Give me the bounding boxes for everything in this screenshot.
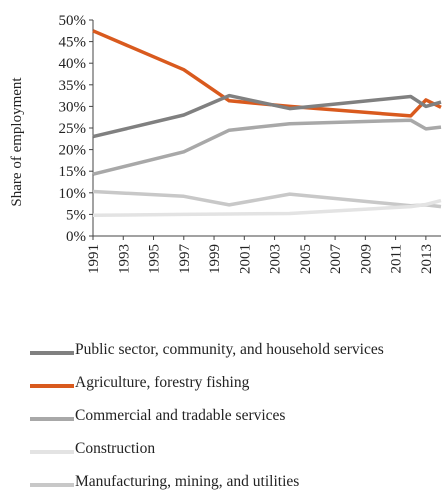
legend-label: Commercial and tradable services (75, 407, 286, 424)
series-layer (92, 29, 442, 218)
x-tick-label: 2007 (328, 244, 344, 275)
y-tick-label: 0% (66, 229, 86, 245)
series-line (92, 93, 442, 139)
x-tick-label: 1991 (86, 244, 102, 274)
legend-label: Public sector, community, and household … (75, 341, 384, 358)
x-tick-label: 1997 (177, 244, 193, 275)
y-tick-label: 5% (66, 207, 86, 223)
x-tick-label: 2003 (268, 244, 284, 274)
y-tick-label: 10% (59, 186, 87, 202)
legend-label: Construction (75, 440, 156, 457)
legend-swatch (30, 384, 74, 388)
x-tick-label: 1995 (147, 244, 163, 274)
y-tick-label: 40% (59, 56, 87, 72)
y-tick-label: 50% (59, 13, 87, 29)
legend-swatch (30, 450, 74, 454)
y-tick-label: 15% (59, 164, 87, 180)
y-tick-label: 20% (59, 143, 87, 159)
line-chart: 0% 5% 10% 15% 20% 25% 30% 35% 40% 45% 50% 1991 1993… (9, 13, 442, 275)
x-tick-label: 2011 (389, 244, 405, 273)
series-line (92, 198, 442, 218)
series-line (92, 189, 442, 209)
y-tick-label: 45% (59, 35, 87, 51)
x-tick-label: 1993 (116, 244, 132, 274)
y-tick-label: 35% (59, 78, 87, 94)
x-tick-label: 2013 (419, 244, 435, 274)
legend-swatch (30, 351, 74, 355)
y-tick-label: 25% (59, 121, 87, 137)
x-axis: 1991 1993 1995 1997 1999 2001 2003 2005 2007 2009… (86, 235, 441, 275)
y-axis-label: Share of employment (9, 77, 25, 207)
y-tick-label: 30% (59, 99, 87, 115)
legend-swatch (30, 483, 74, 487)
legend-label: Agriculture, forestry fishing (75, 374, 250, 391)
x-tick-label: 2005 (298, 244, 314, 274)
legend-swatch (30, 417, 74, 421)
x-tick-label: 2001 (237, 244, 253, 274)
y-axis: 0% 5% 10% 15% 20% 25% 30% 35% 40% 45% 50% (59, 13, 94, 245)
legend-label: Manufacturing, mining, and utilities (75, 473, 300, 490)
x-tick-label: 1999 (207, 244, 223, 274)
series-line (92, 29, 442, 118)
x-tick-label: 2009 (358, 244, 374, 274)
series-line (92, 118, 442, 176)
